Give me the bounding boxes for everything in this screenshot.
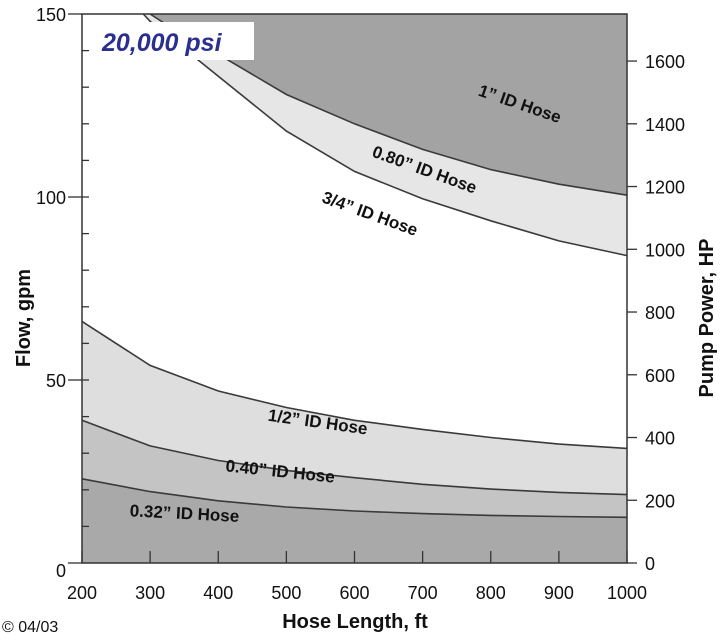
x-tick-label: 600	[339, 583, 369, 603]
y2-tick-label: 1400	[645, 115, 685, 135]
boundary-line-0-32-id-hose	[81, 478, 628, 519]
y-tick-label: 100	[36, 188, 66, 208]
y-axis-title: Flow, gpm	[13, 269, 35, 367]
boundary-line-0-40-id-hose	[81, 419, 628, 496]
pressure-label-bg	[96, 22, 254, 60]
y2-tick-label: 1000	[645, 240, 685, 260]
x-tick-label: 400	[203, 583, 233, 603]
x-tick-label: 500	[271, 583, 301, 603]
x-tick-label: 800	[476, 583, 506, 603]
x-tick-label: 900	[544, 583, 574, 603]
x-tick-label: 200	[67, 583, 97, 603]
x-axis-title: Hose Length, ft	[282, 611, 428, 633]
y2-tick-label: 1200	[645, 178, 685, 198]
boundary-line-1-2-id-hose	[81, 320, 628, 450]
pressure-label: 20,000 psi	[101, 29, 223, 57]
y-tick-label: 50	[46, 371, 66, 391]
copyright-text: © 04/03	[2, 619, 58, 636]
y2-tick-label: 600	[645, 366, 675, 386]
y2-tick-label: 400	[645, 429, 675, 449]
y-tick-label: 150	[36, 5, 66, 25]
x-tick-label: 1000	[607, 583, 647, 603]
y2-tick-label: 1600	[645, 52, 685, 72]
y2-tick-label: 200	[645, 491, 675, 511]
y2-tick-label: 800	[645, 303, 675, 323]
y2-tick-label: 0	[645, 554, 655, 574]
y-tick-label: 0	[56, 561, 66, 581]
band-0-32-id-hose	[82, 478, 627, 563]
hose-bands	[82, 14, 627, 563]
y2-axis-title: Pump Power, HP	[696, 239, 718, 398]
axis-ticks: 200 300 400 500 600 700 800 900 1000050100150020…	[36, 5, 685, 603]
x-tick-label: 700	[408, 583, 438, 603]
x-tick-label: 300	[135, 583, 165, 603]
